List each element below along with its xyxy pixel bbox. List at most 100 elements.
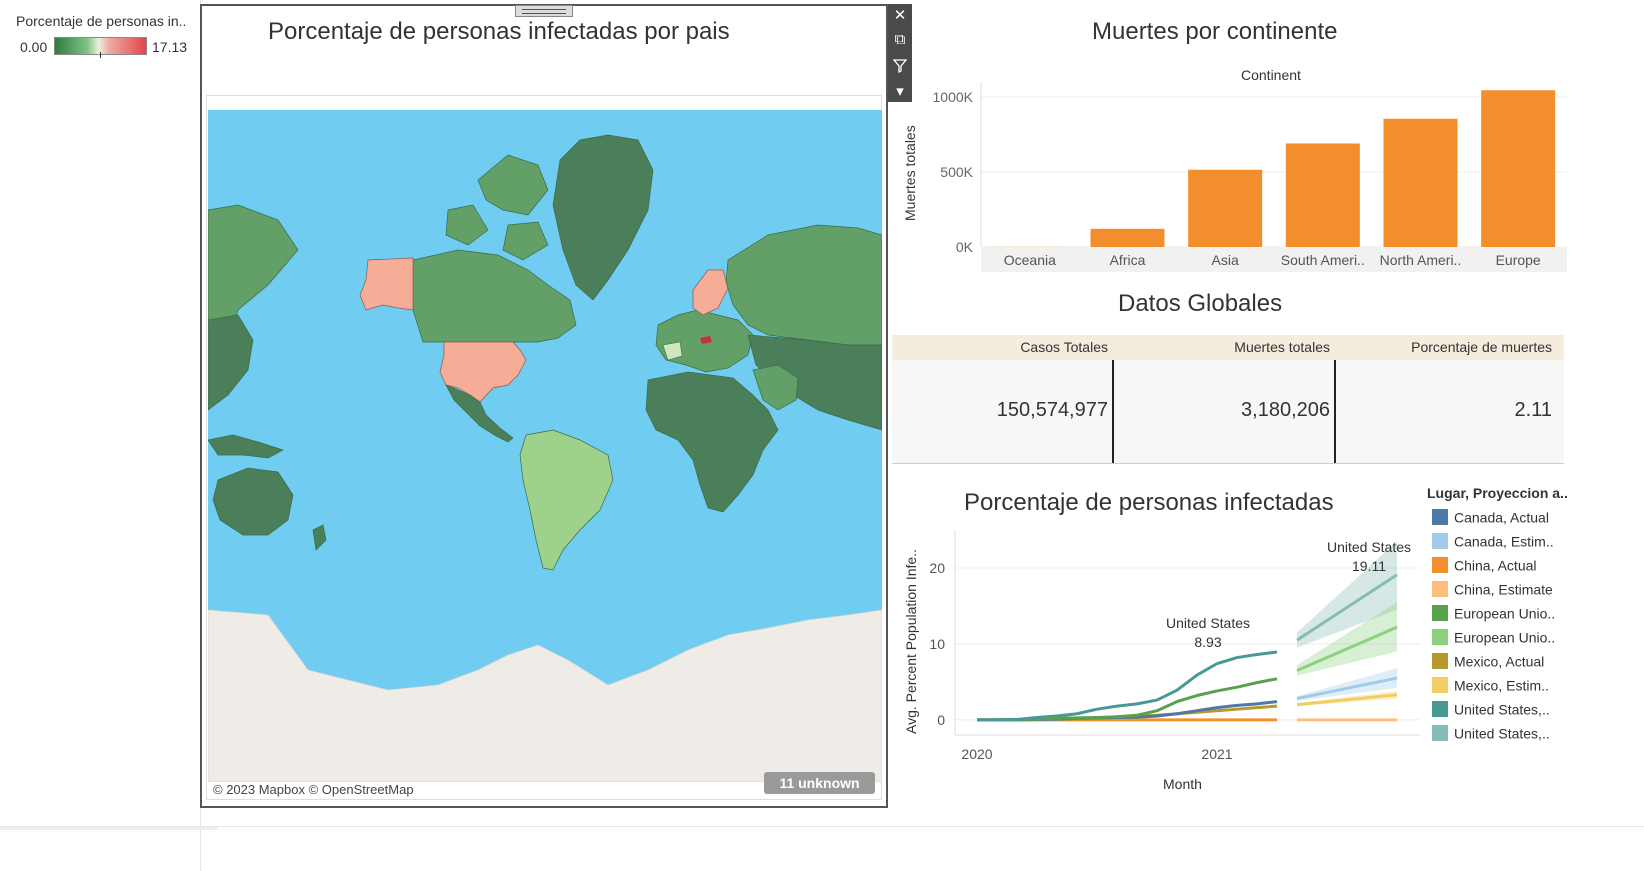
legend-swatch xyxy=(1432,581,1448,598)
annotation-name: United States xyxy=(1326,539,1412,555)
map-region-mexico[interactable] xyxy=(445,384,514,443)
filter-icon[interactable] xyxy=(888,54,912,78)
map-region-new-zealand[interactable] xyxy=(312,524,327,551)
map-region-canada[interactable] xyxy=(412,249,577,343)
legend-item[interactable]: European Unio.. xyxy=(1432,628,1555,646)
table-cell-casos[interactable]: 150,574,977 xyxy=(996,399,1108,421)
table-header-casos[interactable]: Casos Totales xyxy=(1020,339,1108,355)
table-header-muertes[interactable]: Muertes totales xyxy=(1234,339,1330,355)
map-region-antarctica[interactable] xyxy=(208,609,882,782)
map-region-china[interactable] xyxy=(208,314,254,411)
bar[interactable] xyxy=(1090,228,1165,247)
x-tick-label: 2020 xyxy=(961,746,992,762)
table-cell-muertes[interactable]: 3,180,206 xyxy=(1241,399,1330,421)
table-row: 150,574,977 3,180,206 2.11 xyxy=(892,360,1564,464)
legend-label: Canada, Estim.. xyxy=(1454,533,1554,550)
forecast-band xyxy=(1297,541,1397,648)
map-region-indonesia[interactable] xyxy=(208,434,284,459)
annotation-united-states-estimate: United States 19.11 xyxy=(1311,539,1427,574)
legend-item[interactable]: Canada, Estim.. xyxy=(1432,532,1554,550)
color-legend-min: 0.00 xyxy=(20,39,48,55)
forecast-line[interactable] xyxy=(1296,573,1398,642)
table-header-row: Casos Totales Muertes totales Porcentaje… xyxy=(892,335,1564,360)
map-region-arctic-islands[interactable] xyxy=(445,154,549,261)
y-tick-label: 20 xyxy=(929,560,945,576)
legend-item[interactable]: United States,.. xyxy=(1432,724,1550,742)
map-region-greenland[interactable] xyxy=(552,134,654,301)
map-region-united-states[interactable] xyxy=(439,341,527,403)
divider xyxy=(1334,360,1336,463)
legend-item[interactable]: China, Estimate xyxy=(1432,580,1553,598)
color-legend-tick xyxy=(100,52,101,58)
map-region-middle-east[interactable] xyxy=(752,364,799,411)
legend-swatch xyxy=(1432,629,1448,646)
map-region-iberia[interactable] xyxy=(662,341,683,361)
legend-swatch xyxy=(1432,653,1448,670)
line-chart-x-axis-label: Month xyxy=(1163,776,1202,792)
legend-label: United States,.. xyxy=(1454,701,1550,718)
map-region-australia[interactable] xyxy=(212,467,294,536)
line-legend-title: Lugar, Proyeccion a.. xyxy=(1427,485,1568,501)
map-title: Porcentaje de personas infectadas por pa… xyxy=(268,18,730,45)
forecast-line[interactable] xyxy=(1296,693,1398,707)
y-tick-label: 1000K xyxy=(933,89,974,105)
legend-item[interactable]: China, Actual xyxy=(1432,556,1537,574)
dropdown-arrow-icon[interactable]: ▾ xyxy=(896,83,904,100)
legend-label: China, Estimate xyxy=(1454,581,1553,598)
legend-label: Mexico, Estim.. xyxy=(1454,677,1549,694)
annotation-united-states: United States 8.93 xyxy=(1150,615,1266,650)
bar[interactable] xyxy=(1383,118,1458,247)
legend-swatch xyxy=(1432,557,1448,574)
scrollbar[interactable] xyxy=(0,827,218,830)
color-legend-title: Porcentaje de personas in.. xyxy=(16,13,187,29)
world-map[interactable] xyxy=(208,110,882,782)
unknown-badge[interactable]: 11 unknown xyxy=(764,772,875,794)
map-region-alaska[interactable] xyxy=(359,257,414,311)
close-icon[interactable]: ✕ xyxy=(893,7,907,24)
bar-chart-title: Muertes por continente xyxy=(1092,18,1338,45)
forecast-band xyxy=(1297,602,1397,676)
legend-item[interactable]: Mexico, Actual xyxy=(1432,652,1545,670)
map-region-czechia[interactable] xyxy=(700,336,712,344)
legend-label: European Unio.. xyxy=(1454,605,1556,622)
table-cell-porcentaje[interactable]: 2.11 xyxy=(1514,399,1552,421)
divider xyxy=(0,826,1644,827)
bar-chart[interactable]: 0K 500K 1000K Oceania Africa Asia South Ameri.… xyxy=(920,82,1570,274)
category-label: Europe xyxy=(1496,252,1541,268)
legend-swatch xyxy=(1432,605,1448,622)
external-link-icon[interactable]: ⧉ xyxy=(894,31,906,48)
series-line[interactable] xyxy=(977,677,1278,722)
drag-handle[interactable] xyxy=(515,5,573,17)
zone-toolbar: ✕ ⧉ ▾ xyxy=(888,4,912,102)
map-region-scandinavia[interactable] xyxy=(692,269,729,316)
y-tick-label: 500K xyxy=(940,164,973,180)
map-attribution[interactable]: © 2023 Mapbox © OpenStreetMap xyxy=(213,782,414,797)
bar[interactable] xyxy=(1285,143,1360,248)
category-label: Africa xyxy=(1110,252,1146,268)
legend-swatch xyxy=(1432,725,1448,742)
line-chart-title: Porcentaje de personas infectadas xyxy=(964,489,1334,516)
map-region-south-america[interactable] xyxy=(519,429,614,571)
legend-item[interactable]: Mexico, Estim.. xyxy=(1432,676,1549,694)
y-tick-label: 10 xyxy=(929,636,945,652)
legend-item[interactable]: Canada, Actual xyxy=(1432,508,1549,526)
table-header-porcentaje[interactable]: Porcentaje de muertes xyxy=(1411,339,1552,355)
bar-chart-y-axis-label: Muertes totales xyxy=(902,125,918,221)
bar[interactable] xyxy=(1481,90,1556,247)
legend-item[interactable]: European Unio.. xyxy=(1432,604,1556,622)
category-label: South Ameri.. xyxy=(1281,252,1365,268)
legend-label: Mexico, Actual xyxy=(1454,653,1545,670)
forecast-line[interactable] xyxy=(1296,676,1398,701)
legend-swatch xyxy=(1432,701,1448,718)
world-map-svg[interactable] xyxy=(208,110,882,782)
line-chart-y-axis-label: Avg. Percent Population Infe.. xyxy=(903,549,919,734)
legend-label: United States,.. xyxy=(1454,725,1550,742)
forecast-line[interactable] xyxy=(1296,625,1398,672)
bar[interactable] xyxy=(1188,169,1263,247)
legend-item[interactable]: United States,.. xyxy=(1432,700,1550,718)
x-tick-label: 2021 xyxy=(1201,746,1232,762)
map-region-africa[interactable] xyxy=(645,371,779,513)
series-line[interactable] xyxy=(977,650,1278,722)
divider xyxy=(1112,360,1114,463)
